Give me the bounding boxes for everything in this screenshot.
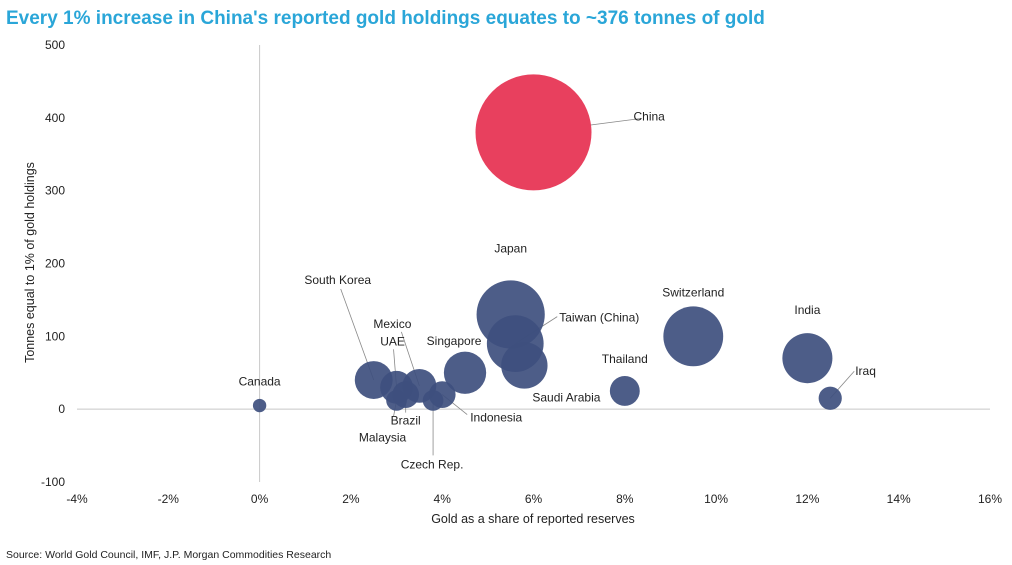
label-thailand: Thailand xyxy=(602,352,648,366)
label-taiwan-china: Taiwan (China) xyxy=(559,311,639,325)
label-japan: Japan xyxy=(494,241,527,255)
bubble-singapore xyxy=(443,351,487,394)
x-tick-label: 14% xyxy=(887,492,911,506)
y-tick-label: 0 xyxy=(58,402,65,416)
label-iraq: Iraq xyxy=(855,364,876,378)
source-note: Source: World Gold Council, IMF, J.P. Mo… xyxy=(6,549,332,561)
bubble-thailand xyxy=(609,376,640,406)
x-tick-label: 6% xyxy=(525,492,543,506)
x-tick-label: 2% xyxy=(342,492,360,506)
bubble-switzerland xyxy=(663,306,724,367)
label-south-korea: South Korea xyxy=(304,273,371,287)
label-china: China xyxy=(634,109,666,123)
label-saudi-arabia: Saudi Arabia xyxy=(532,390,600,404)
bubble-india xyxy=(782,333,833,384)
label-czech-rep: Czech Rep. xyxy=(401,457,464,471)
y-tick-label: 500 xyxy=(45,38,65,52)
x-tick-label: 4% xyxy=(434,492,452,506)
label-indonesia: Indonesia xyxy=(470,411,522,425)
x-tick-label: 0% xyxy=(251,492,269,506)
bubble-china xyxy=(475,74,592,191)
label-malaysia: Malaysia xyxy=(359,430,407,444)
label-singapore: Singapore xyxy=(427,334,482,348)
x-tick-label: 16% xyxy=(978,492,1002,506)
label-india: India xyxy=(794,303,820,317)
y-tick-label: 200 xyxy=(45,257,65,271)
bubble-canada xyxy=(252,398,267,413)
y-axis-label: Tonnes equal to 1% of gold holdings xyxy=(23,162,37,363)
y-tick-label: -100 xyxy=(41,475,65,489)
leader-lines xyxy=(340,118,855,456)
y-tick-label: 100 xyxy=(45,329,65,343)
bubbles xyxy=(252,74,842,413)
chart-title: Every 1% increase in China's reported go… xyxy=(6,8,765,29)
chart-axes: -4% -2% 0% 2% 4% 6% 8% 10% 12% 14% 16% -100 0 100 200 3… xyxy=(23,38,1002,526)
x-tick-label: 10% xyxy=(704,492,728,506)
y-tick-label: 400 xyxy=(45,111,65,125)
bubble-iraq xyxy=(818,386,842,410)
data-labels: China Japan Taiwan (China) Saudi Arabia Swit… xyxy=(239,109,876,471)
bubble-czech-rep xyxy=(422,390,444,411)
x-tick-label: 8% xyxy=(616,492,634,506)
label-switzerland: Switzerland xyxy=(662,285,724,299)
x-axis-label: Gold as a share of reported reserves xyxy=(431,512,635,526)
x-tick-label: -2% xyxy=(158,492,180,506)
bubble-saudi-arabia xyxy=(501,342,548,389)
bubble-malaysia xyxy=(386,390,407,411)
label-mexico: Mexico xyxy=(373,317,411,331)
label-brazil: Brazil xyxy=(391,414,421,428)
label-uae: UAE xyxy=(380,334,405,348)
y-tick-label: 300 xyxy=(45,184,65,198)
x-tick-label: 12% xyxy=(795,492,819,506)
label-canada: Canada xyxy=(239,375,281,389)
x-tick-label: -4% xyxy=(66,492,88,506)
